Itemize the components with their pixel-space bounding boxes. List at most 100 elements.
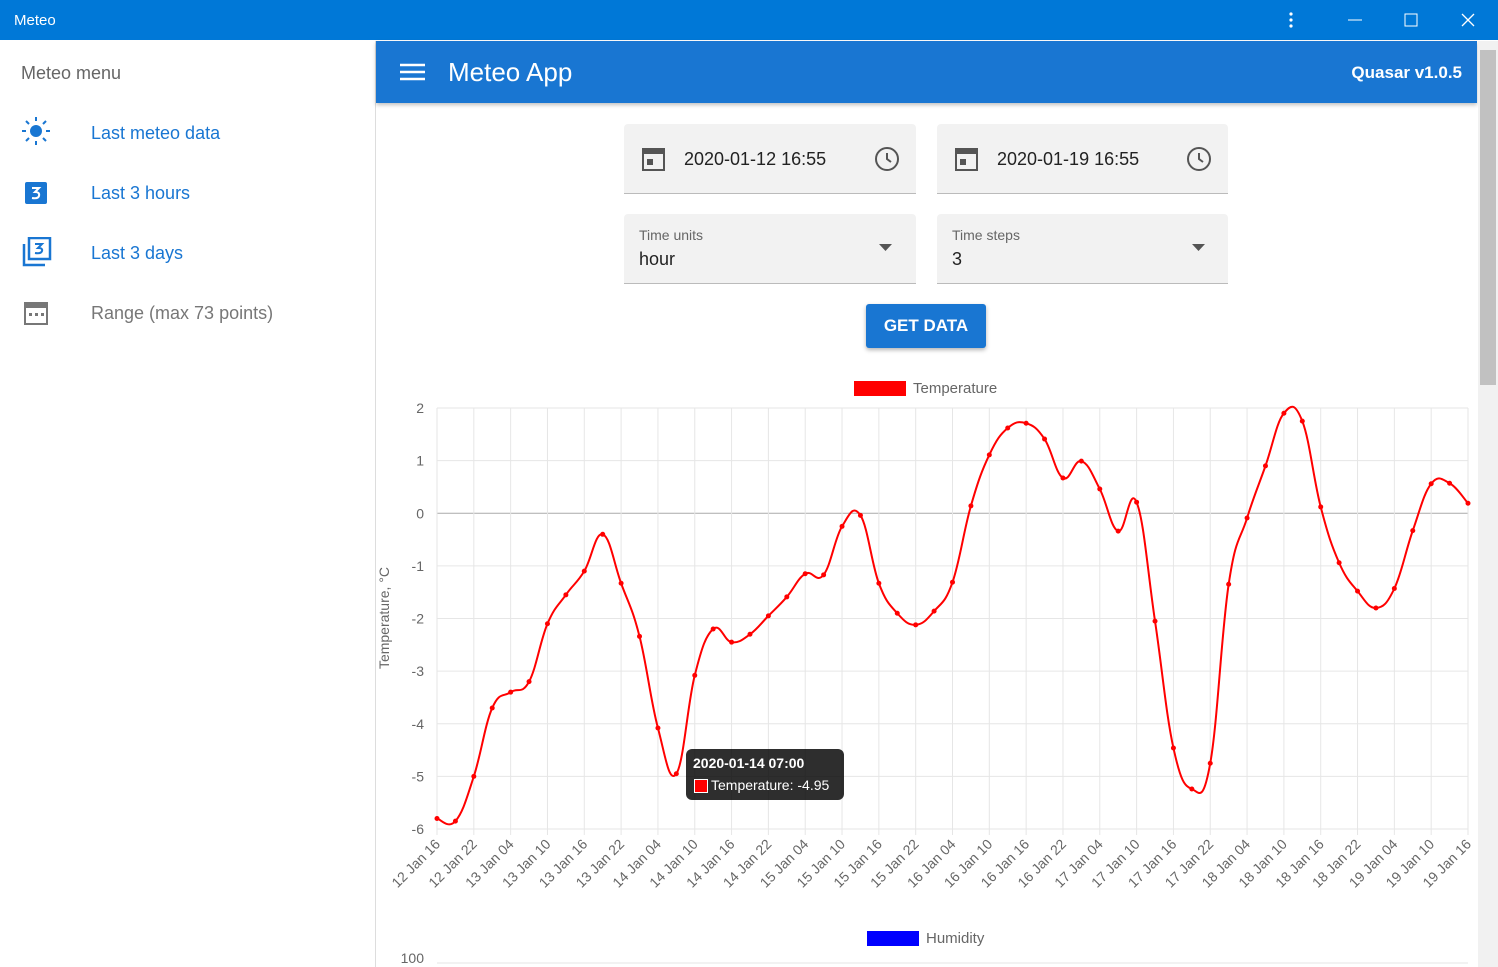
data-point [913,622,919,628]
data-point [1447,480,1453,486]
data-point [471,773,477,779]
maximize[interactable] [1404,13,1418,27]
data-point [1373,605,1379,611]
data-point [1465,500,1471,506]
data-point [931,608,937,614]
dropdown-arrow [879,244,892,251]
date-from[interactable]: 2020-01-12 16:55 [624,124,916,194]
data-point [1207,760,1213,766]
data-point [1042,436,1048,442]
data-point [452,818,458,824]
data-point [839,523,845,529]
clock-icon[interactable] [1186,146,1212,172]
calendar-icon [24,302,48,325]
sidebar-title: Meteo menu [21,63,122,83]
data-point [950,579,955,585]
data-point [618,580,624,586]
data-point [729,639,735,645]
data-point [1005,425,1011,431]
data-point [784,594,790,600]
y-tick-label: 1 [416,453,424,469]
data-point [1152,618,1158,624]
data-point [1078,458,1084,464]
data-point [1060,475,1066,481]
scrollbar-thumb[interactable] [1480,50,1496,385]
tooltip-title: 2020-01-14 07:00 [693,755,805,771]
clock-icon[interactable] [874,146,900,172]
data-point [821,572,827,578]
data-point [1318,504,1324,510]
tooltip-text: Temperature: -4.95 [711,777,830,793]
menu-item[interactable]: Last meteo data [91,123,221,143]
date-value: 2020-01-19 16:55 [997,149,1140,169]
legend-swatch [867,931,919,946]
data-point [434,815,440,821]
title-bar: Meteo [0,0,1498,40]
y-tick-label: -3 [412,663,425,679]
hamburger[interactable] [400,63,426,81]
data-point [1299,418,1305,424]
data-point [1170,745,1176,751]
data-point [802,571,808,577]
y-axis-label: Temperature, °C [376,567,392,669]
y-tick-label: -6 [412,821,425,837]
menu-item[interactable]: Last 3 hours [91,183,191,203]
sun-icon [22,117,50,145]
data-point [1391,586,1397,592]
data-point [637,633,643,639]
calendar-icon [642,148,665,171]
data-point [1244,515,1250,521]
time-steps-select[interactable]: Time steps 3 [937,214,1228,284]
get-data-button[interactable]: GET DATA [866,304,986,348]
y-tick-label: -2 [412,611,425,627]
y-tick-label: 100 [401,950,425,966]
menu-item[interactable]: Last 3 days [91,243,184,263]
series-line [436,405,1469,826]
menu-dots[interactable] [1289,12,1293,28]
stack-icon [22,237,52,267]
sidebar: Meteo menu Last meteo data Last 3 hours … [0,41,376,967]
data-point [1134,499,1140,505]
data-point [544,621,550,627]
window-title: Meteo [14,12,56,29]
field-value: hour [639,249,676,269]
y-tick-label: 0 [416,505,424,521]
app-header: Meteo App Quasar v1.0.5 [376,41,1477,103]
legend-label: Temperature [913,380,997,397]
field-value: 3 [952,249,963,269]
data-point [508,689,514,695]
data-point [581,568,587,574]
tooltip-swatch [694,779,708,793]
y-tick-label: -1 [412,558,425,574]
data-point [1281,410,1287,416]
app-title: Meteo App [448,57,573,87]
data-point [655,725,661,731]
data-point [1428,481,1434,487]
data-point [1226,581,1232,587]
data-point [1023,420,1029,426]
date-to[interactable]: 2020-01-19 16:55 [937,124,1228,194]
field-label: Time units [639,227,704,243]
data-point [894,610,900,616]
dropdown-arrow [1192,244,1205,251]
data-point [876,580,882,586]
data-point [968,503,974,509]
data-point [710,626,716,632]
tooltip: 2020-01-14 07:00 Temperature: -4.95 [686,749,844,800]
time-units-select[interactable]: Time units hour [624,214,916,284]
menu-item[interactable]: Range (max 73 points) [91,303,274,323]
y-tick-label: -5 [412,768,425,784]
data-point [526,679,532,685]
close[interactable] [1461,13,1475,27]
date-value: 2020-01-12 16:55 [684,149,827,169]
version: Quasar v1.0.5 [1351,63,1462,82]
data-point [673,771,679,777]
data-point [1410,528,1416,534]
data-point [1336,560,1342,566]
data-point [986,452,992,458]
data-point [600,531,606,537]
legend-label: Humidity [926,930,985,947]
data-point [857,512,863,518]
data-point [1189,786,1195,792]
